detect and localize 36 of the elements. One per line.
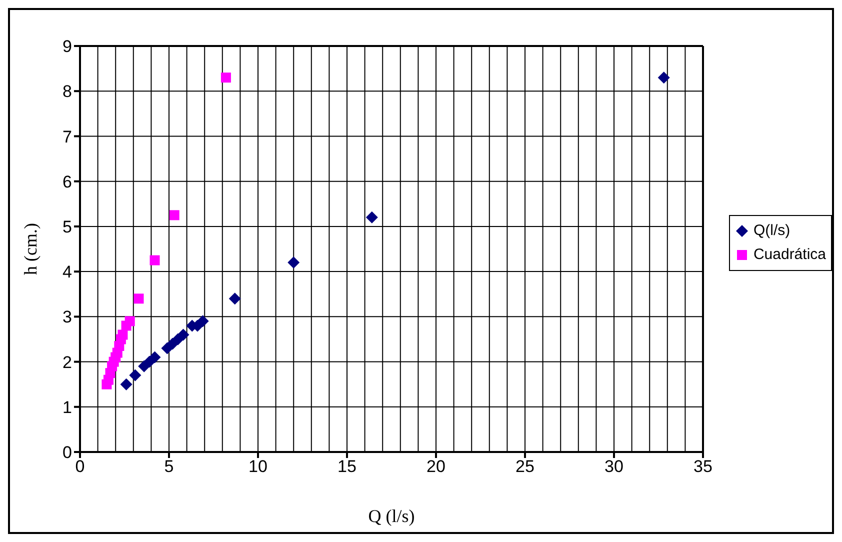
x-tick-label: 20 — [426, 457, 446, 476]
x-tick-label: 15 — [338, 457, 356, 476]
x-tick-label: 35 — [694, 457, 712, 476]
point — [148, 351, 161, 364]
point — [177, 328, 190, 341]
point — [196, 315, 209, 328]
y-axis-title: h (cm.) — [20, 223, 40, 275]
point — [288, 256, 300, 269]
legend-label: Cuadrática — [753, 245, 826, 265]
y-tick-label: 3 — [62, 308, 72, 327]
x-tick-label: 10 — [248, 457, 268, 476]
point — [124, 316, 135, 326]
y-tick-label: 5 — [62, 217, 72, 236]
y-tick-label: 4 — [62, 262, 72, 282]
point — [169, 210, 180, 220]
point — [228, 292, 241, 305]
x-tick-label: 25 — [516, 457, 534, 476]
point — [150, 255, 160, 266]
point — [120, 378, 132, 390]
x-tick-label: 30 — [604, 457, 624, 476]
y-tick-label: 2 — [62, 352, 72, 372]
point — [658, 72, 670, 84]
y-tick-label: 6 — [62, 172, 72, 192]
point — [366, 211, 378, 224]
x-tick-label: 5 — [164, 457, 174, 476]
point — [134, 294, 144, 304]
y-tick-label: 8 — [62, 82, 72, 102]
x-axis-title: Q (l/s) — [368, 506, 415, 526]
y-tick-label: 7 — [62, 127, 72, 146]
y-tick-label: 0 — [62, 443, 72, 462]
y-tick-label: 1 — [62, 398, 72, 417]
point — [220, 72, 231, 83]
y-tick-label: 9 — [62, 37, 72, 56]
point — [129, 369, 142, 382]
x-tick-label: 0 — [75, 457, 85, 476]
legend-label: Q(l/s) — [753, 221, 790, 241]
